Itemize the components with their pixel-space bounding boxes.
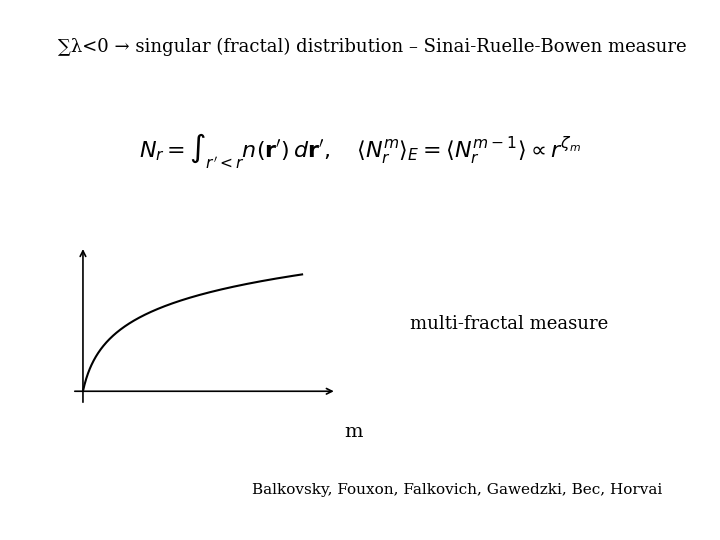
Text: multi-fractal measure: multi-fractal measure [410, 315, 608, 333]
Text: $N_r = \int_{r' < r} n(\mathbf{r}') \, d\mathbf{r}', \quad \langle N_r^m \rangle: $N_r = \int_{r' < r} n(\mathbf{r}') \, d… [139, 131, 581, 171]
Text: Balkovsky, Fouxon, Falkovich, Gawedzki, Bec, Horvai: Balkovsky, Fouxon, Falkovich, Gawedzki, … [252, 483, 662, 497]
Text: ∑λ<0 → singular (fractal) distribution – Sinai-Ruelle-Bowen measure: ∑λ<0 → singular (fractal) distribution –… [58, 38, 686, 56]
Text: m: m [344, 423, 363, 441]
